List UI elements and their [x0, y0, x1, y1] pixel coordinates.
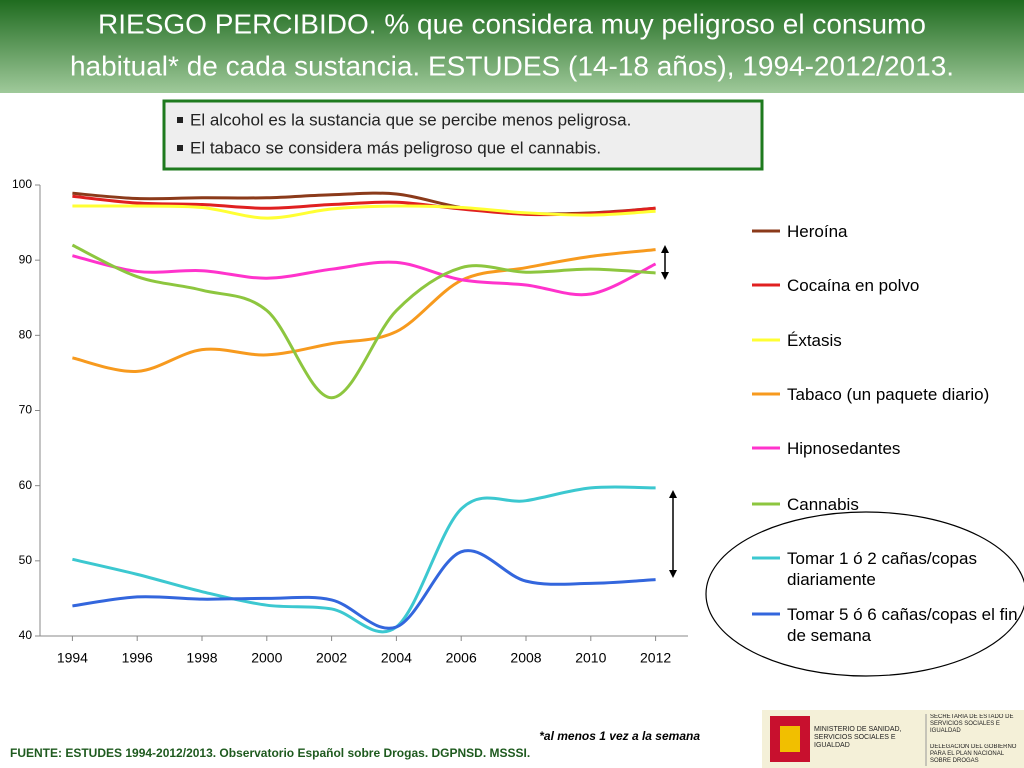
- y-tick-label: 80: [19, 328, 33, 342]
- footnote: *al menos 1 vez a la semana: [539, 729, 700, 743]
- x-tick-label: 1998: [186, 650, 217, 666]
- logo-ministry: MINISTERIO DE SANIDAD, SERVICIOS SOCIALE…: [814, 726, 902, 749]
- logo-text: MINISTERIO DE SANIDAD, SERVICIOS SOCIALE…: [814, 726, 902, 749]
- legend-label: Tabaco (un paquete diario): [787, 385, 990, 404]
- legend-label: Cannabis: [787, 495, 859, 514]
- legend-label: Heroína: [787, 222, 848, 241]
- source: FUENTE: ESTUDES 1994-2012/2013. Observat…: [10, 746, 530, 760]
- logo-text: SECRETARÍA DE ESTADO DE SERVICIOS SOCIAL…: [930, 714, 1014, 734]
- arrow-head: [661, 245, 669, 280]
- title: RIESGO PERCIBIDO. % que considera muy pe…: [98, 8, 926, 39]
- coat-of-arms: [780, 726, 800, 752]
- y-tick-label: 60: [19, 478, 33, 492]
- legend-label: Cocaína en polvo: [787, 276, 920, 295]
- series-line: [72, 549, 656, 630]
- plot: 40 50 60 70 80 90 100 1994 1996 1998 2000 2002 2004 2…: [12, 177, 688, 666]
- x-tick-label: 1996: [122, 650, 153, 666]
- legend-label: Tomar 5 ó 6 cañas/copas el fin de semana: [787, 605, 1018, 645]
- note: El tabaco se considera más peligroso que…: [190, 138, 601, 157]
- legend-label: Éxtasis: [787, 331, 842, 350]
- bullet: [177, 145, 183, 151]
- title: habitual* de cada sustancia. ESTUDES (14…: [70, 50, 954, 81]
- y-tick-label: 50: [19, 553, 33, 567]
- notes-box: [162, 99, 764, 171]
- x-tick-label: 2010: [575, 650, 606, 666]
- series-line: [72, 254, 657, 297]
- x-tick-label: 1994: [57, 650, 88, 666]
- x-tick-label: 2004: [381, 650, 412, 666]
- series-line: [72, 248, 656, 373]
- logo-delegation: DELEGACIÓN DEL GOBIERNO PARA EL PLAN NAC…: [930, 744, 1017, 764]
- legend-label: Hipnosedantes: [787, 439, 901, 458]
- series-line: [72, 485, 656, 634]
- note: El alcohol es la sustancia que se percib…: [190, 110, 631, 129]
- x-tick-label: 2012: [640, 650, 671, 666]
- x-tick-label: 2006: [446, 650, 477, 666]
- y-tick-label: 70: [19, 403, 33, 417]
- x-tick-label: 2000: [251, 650, 282, 666]
- highlight-ellipse: [705, 511, 1024, 677]
- logo-text: DELEGACIÓN DEL GOBIERNO PARA EL PLAN NAC…: [930, 744, 1017, 764]
- x-tick-label: 2008: [510, 650, 541, 666]
- series-line: [72, 204, 656, 220]
- header: [0, 0, 1024, 93]
- logo-secretary: SECRETARÍA DE ESTADO DE SERVICIOS SOCIAL…: [930, 714, 1014, 734]
- bullet: [177, 117, 183, 123]
- y-tick-label: 100: [12, 177, 32, 191]
- x-tick-label: 2002: [316, 650, 347, 666]
- legend-label: Tomar 1 ó 2 cañas/copas diariamente: [787, 549, 977, 589]
- y-tick-label: 90: [19, 252, 33, 266]
- series-line: [71, 243, 656, 400]
- y-tick-label: 40: [19, 628, 33, 642]
